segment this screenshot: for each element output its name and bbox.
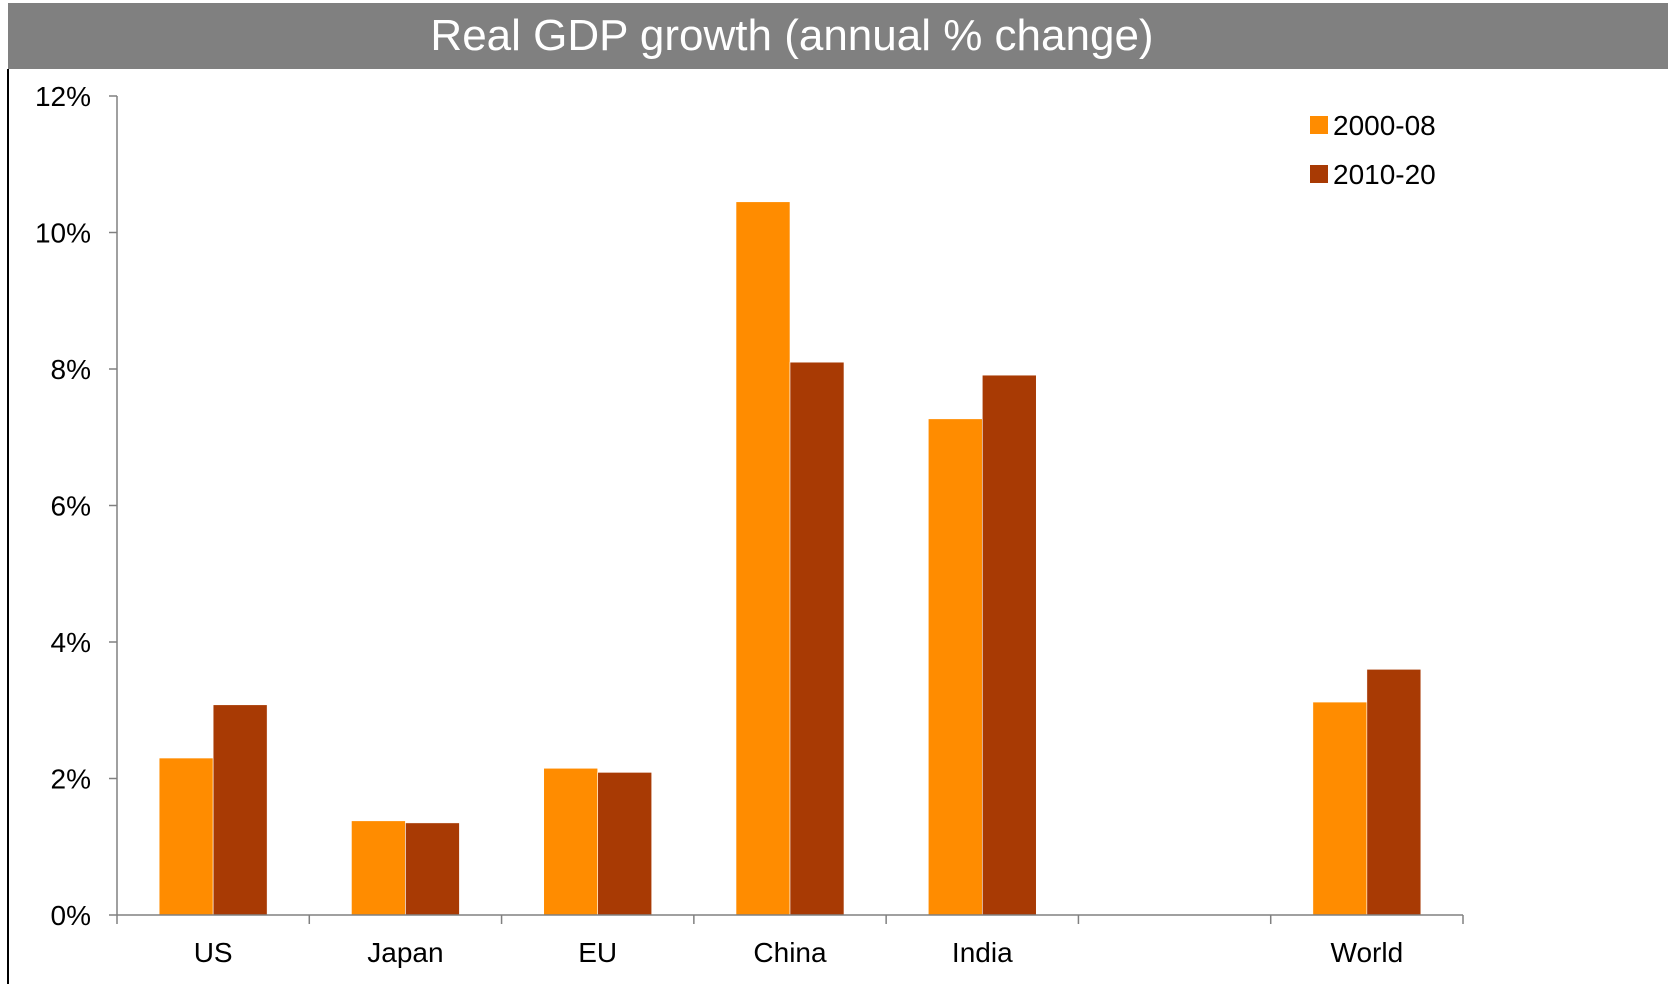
bar-2010-20-China bbox=[789, 361, 845, 916]
bar-2000-08-EU bbox=[543, 767, 599, 916]
bar-2010-20-EU bbox=[597, 772, 653, 916]
bar-2000-08-World bbox=[1312, 701, 1368, 916]
legend-label-2010-20: 2010-20 bbox=[1333, 159, 1436, 190]
x-tick-label: Japan bbox=[367, 937, 443, 968]
legend-swatch-2000-08 bbox=[1310, 116, 1328, 134]
bar-2000-08-Japan bbox=[351, 820, 406, 916]
bar-2010-20-US bbox=[212, 704, 268, 916]
chart-title: Real GDP growth (annual % change) bbox=[430, 11, 1154, 60]
y-tick-label: 0% bbox=[51, 900, 91, 931]
x-tick-label: US bbox=[194, 937, 233, 968]
bar-2000-08-US bbox=[158, 757, 214, 916]
y-tick-label: 2% bbox=[51, 764, 91, 795]
legend-swatch-2010-20 bbox=[1310, 165, 1328, 183]
title-bar: Real GDP growth (annual % change) bbox=[8, 3, 1668, 69]
bar-2000-08-India bbox=[927, 418, 983, 916]
bar-2010-20-India bbox=[981, 374, 1037, 916]
y-tick-label: 4% bbox=[51, 627, 91, 658]
y-tick-label: 6% bbox=[51, 491, 91, 522]
y-tick-label: 8% bbox=[51, 354, 91, 385]
x-tick-label: World bbox=[1331, 937, 1404, 968]
bar-2010-20-Japan bbox=[405, 822, 460, 916]
x-tick-label: India bbox=[952, 937, 1013, 968]
bar-2000-08-China bbox=[735, 201, 791, 916]
y-tick-label: 10% bbox=[35, 218, 91, 249]
frame-left-border bbox=[7, 69, 9, 984]
x-tick-label: EU bbox=[578, 937, 617, 968]
bar-2010-20-World bbox=[1366, 668, 1422, 916]
y-tick-label: 12% bbox=[35, 81, 91, 112]
x-tick-label: China bbox=[753, 937, 827, 968]
legend-label-2000-08: 2000-08 bbox=[1333, 110, 1436, 141]
